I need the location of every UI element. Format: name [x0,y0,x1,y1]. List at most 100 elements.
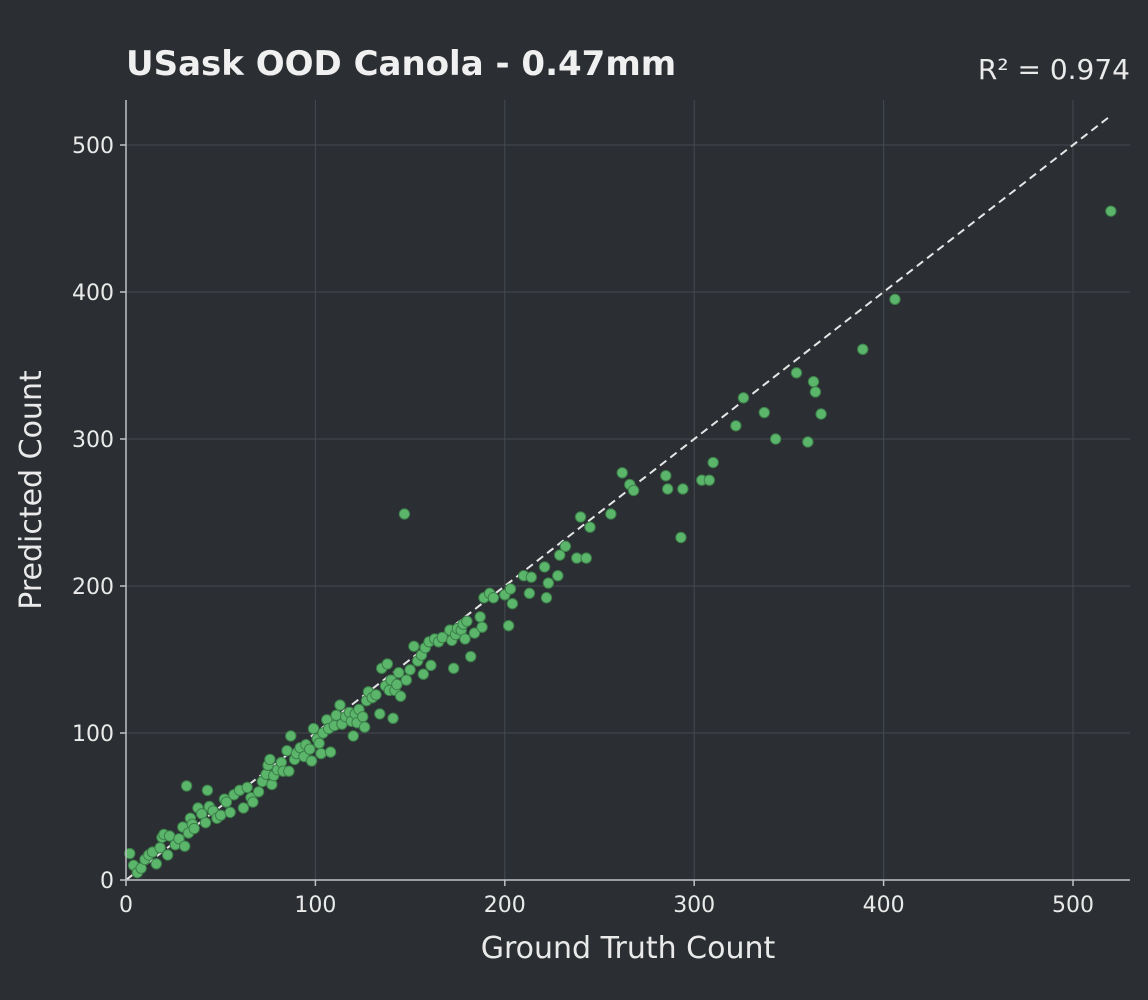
data-point [506,597,519,610]
data-point [538,561,551,573]
data-point [660,470,672,482]
data-point [391,678,403,691]
x-tick-label: 100 [294,893,336,918]
data-point [400,674,413,686]
data-point [215,809,227,822]
r-squared-annotation: R² = 0.974 [978,53,1130,86]
data-point [179,840,191,852]
data-point [264,753,276,766]
data-point [334,699,346,711]
data-point [465,650,477,663]
data-point [559,540,572,553]
data-point [523,587,536,600]
data-point [584,521,596,533]
data-point [815,408,827,420]
data-point [616,467,628,479]
chart-title: USask OOD Canola - 0.47mm [126,44,676,84]
data-point [370,689,382,701]
data-point [304,743,316,755]
y-tick-label: 500 [72,134,114,159]
data-point [188,822,200,835]
data-point [542,577,555,589]
data-point [180,780,193,792]
data-point [889,293,901,306]
data-point [201,784,214,797]
data-point [374,708,386,720]
data-point [307,722,320,735]
x-tick-label: 200 [484,893,526,918]
data-point [161,849,174,861]
y-tick-label: 0 [100,869,114,894]
data-point [285,730,297,742]
data-point [394,690,407,702]
data-point [313,737,325,749]
data-point [281,744,293,757]
x-tick-label: 0 [119,893,133,918]
y-tick-label: 100 [72,722,114,747]
data-point [425,659,437,672]
axes: 00 100 100 200 200 300 300 400 400 500 500 [72,100,1130,918]
data-point [703,474,716,486]
data-point [707,456,719,469]
data-point [476,621,488,633]
data-point [247,796,259,808]
data-point [459,633,471,645]
data-point [398,508,411,520]
data-point [769,433,782,445]
data-point [408,640,420,652]
data-point [554,549,566,561]
x-tick-label: 400 [863,893,905,918]
data-point [809,386,822,398]
data-point [502,619,515,632]
data-points [124,205,1117,879]
data-point [324,746,337,758]
data-point [540,592,553,604]
data-point [571,552,583,564]
data-point [525,571,538,583]
data-point [358,721,371,733]
data-point [199,816,212,829]
data-point [605,508,617,520]
y-tick-label: 300 [72,428,114,453]
data-point [237,802,250,814]
data-point [737,392,750,404]
data-point [283,765,295,777]
data-point [1105,205,1117,217]
data-point [468,627,481,639]
data-point [305,755,318,767]
data-point [404,664,416,676]
data-point [357,711,369,723]
data-point [124,847,136,860]
data-point [387,712,399,724]
y-tick-label: 200 [72,575,114,600]
x-axis-label: Ground Truth Count [481,931,776,966]
data-point [802,436,814,448]
x-tick-label: 500 [1052,893,1094,918]
data-point [675,531,687,544]
x-tick-label: 300 [673,893,715,918]
data-point [417,668,430,680]
data-point [504,583,517,595]
data-point [758,406,770,419]
data-point [447,662,460,675]
data-point [241,781,253,794]
data-point [552,570,564,582]
y-tick-label: 400 [72,281,114,306]
data-point [807,375,820,388]
data-point [381,658,394,670]
data-point [790,367,803,379]
data-point [661,483,674,495]
data-point [474,611,486,623]
data-point [252,786,265,798]
data-point [393,667,405,679]
data-point [677,483,689,495]
data-point [461,615,473,627]
data-point [220,796,233,808]
data-point [315,747,327,760]
data-point [150,858,163,870]
data-point [224,806,236,819]
data-point [627,484,640,497]
data-point [347,730,359,742]
data-point [487,592,500,604]
